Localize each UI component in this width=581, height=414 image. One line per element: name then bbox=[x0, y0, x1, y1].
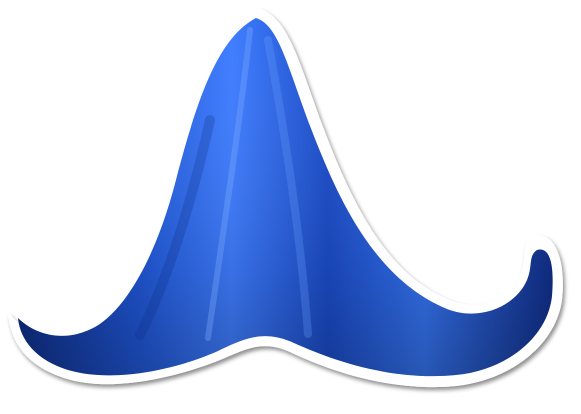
cloth-fold-shading bbox=[18, 18, 553, 377]
cloth-crease-2 bbox=[264, 36, 312, 338]
cloth-crease-1 bbox=[205, 27, 253, 341]
cloth-crease-3 bbox=[135, 115, 215, 340]
